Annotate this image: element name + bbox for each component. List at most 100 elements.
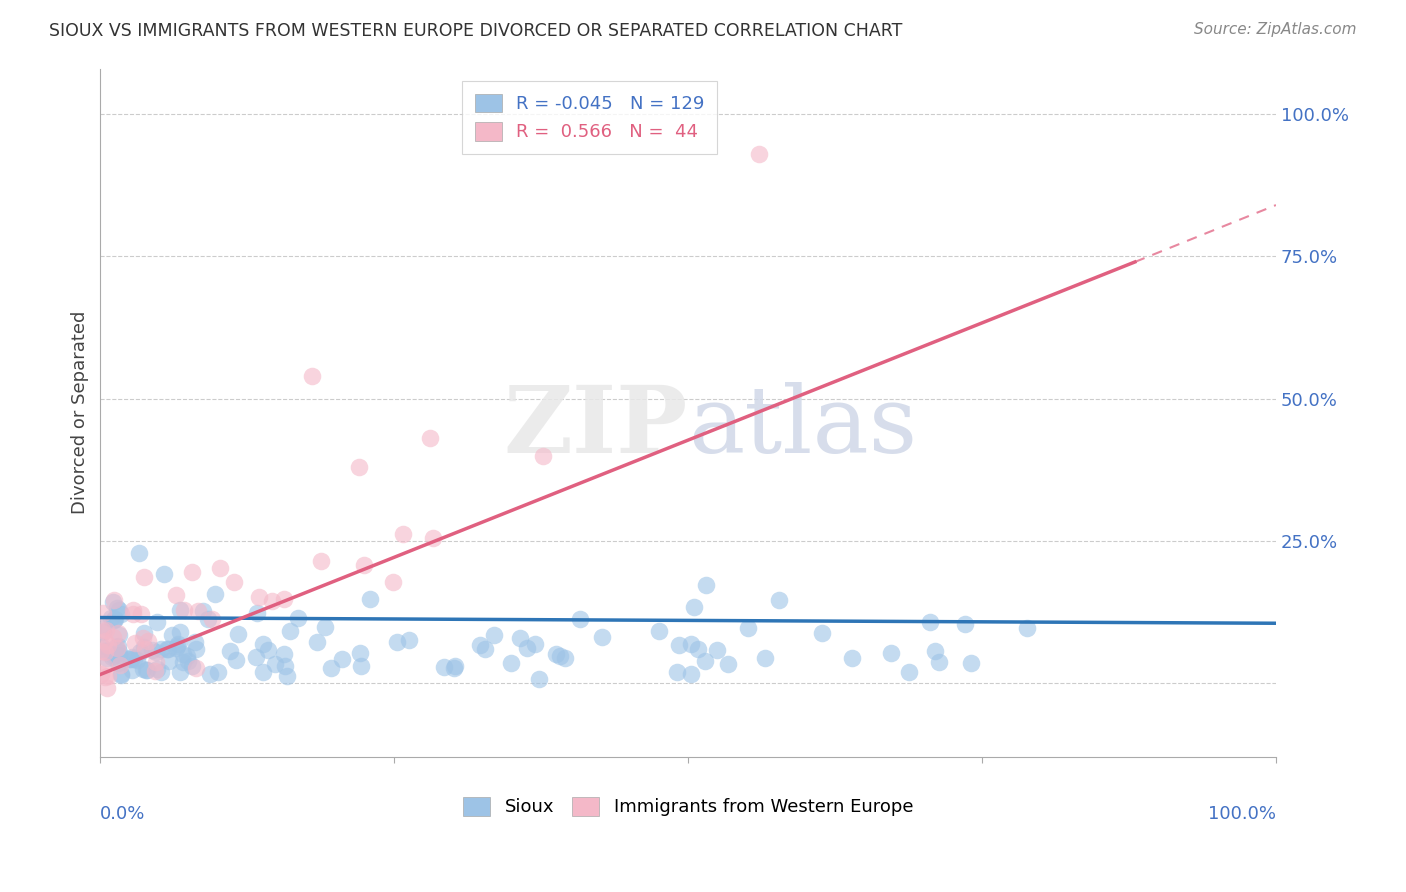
Point [143,664,166,678]
Point [176,648,198,663]
Point [132,640,155,655]
Point [90,666,112,681]
Point [737,622,759,636]
Point [391,527,413,541]
Point [150,665,173,680]
Point [353,558,375,573]
Point [748,146,770,161]
Point [385,635,408,649]
Point [107,628,129,642]
Point [321,661,343,675]
Point [841,650,863,665]
Point [166,640,188,654]
Point [184,635,207,649]
Point [172,655,194,669]
Point [128,546,150,560]
Point [330,651,353,665]
Point [443,661,465,675]
Point [509,631,531,645]
Point [218,644,240,658]
Point [103,614,125,628]
Point [524,637,547,651]
Point [683,599,706,614]
Point [94,670,117,684]
Point [122,651,145,665]
Point [754,651,776,665]
Point [103,612,125,626]
Point [305,635,328,649]
Point [169,665,191,679]
Point [679,637,702,651]
Point [953,616,976,631]
Point [273,591,295,606]
Point [176,654,198,668]
Point [107,640,129,654]
Point [128,645,150,659]
Point [108,603,131,617]
Point [132,631,155,645]
Point [276,668,298,682]
Point [257,643,280,657]
Point [686,641,709,656]
Point [225,653,247,667]
Point [668,638,690,652]
Point [172,648,194,662]
Point [141,643,163,657]
Point [960,656,983,670]
Point [260,593,283,607]
Point [349,646,371,660]
Point [131,662,153,676]
Point [120,652,142,666]
Point [768,593,790,607]
Text: atlas: atlas [688,382,917,472]
Point [156,641,179,656]
Point [121,663,143,677]
Point [359,592,381,607]
Point [1015,621,1038,635]
Point [924,644,946,658]
Point [93,619,115,633]
Point [880,647,903,661]
Point [110,666,132,681]
Point [499,657,522,671]
Text: 0.0%: 0.0% [100,805,146,823]
Point [93,645,115,659]
Point [157,642,180,657]
Point [252,637,274,651]
Point [145,644,167,658]
Point [136,634,159,648]
Point [165,588,187,602]
Point [717,657,740,672]
Point [648,624,671,638]
Point [153,566,176,581]
Point [96,651,118,665]
Point [132,569,155,583]
Point [96,681,118,696]
Point [107,625,129,640]
Point [157,654,180,668]
Y-axis label: Divorced or Separated: Divorced or Separated [72,311,89,515]
Point [96,643,118,657]
Point [695,578,717,592]
Point [287,611,309,625]
Point [591,631,613,645]
Point [122,607,145,621]
Point [93,606,115,620]
Point [124,635,146,649]
Point [278,624,301,638]
Legend: Sioux, Immigrants from Western Europe: Sioux, Immigrants from Western Europe [456,789,921,823]
Point [207,665,229,680]
Point [101,595,124,609]
Point [201,612,224,626]
Point [482,628,505,642]
Point [665,665,688,679]
Point [104,611,127,625]
Point [544,647,567,661]
Point [273,647,295,661]
Point [146,662,169,676]
Point [184,661,207,675]
Point [706,643,728,657]
Point [165,640,187,655]
Point [100,611,122,625]
Point [433,660,456,674]
